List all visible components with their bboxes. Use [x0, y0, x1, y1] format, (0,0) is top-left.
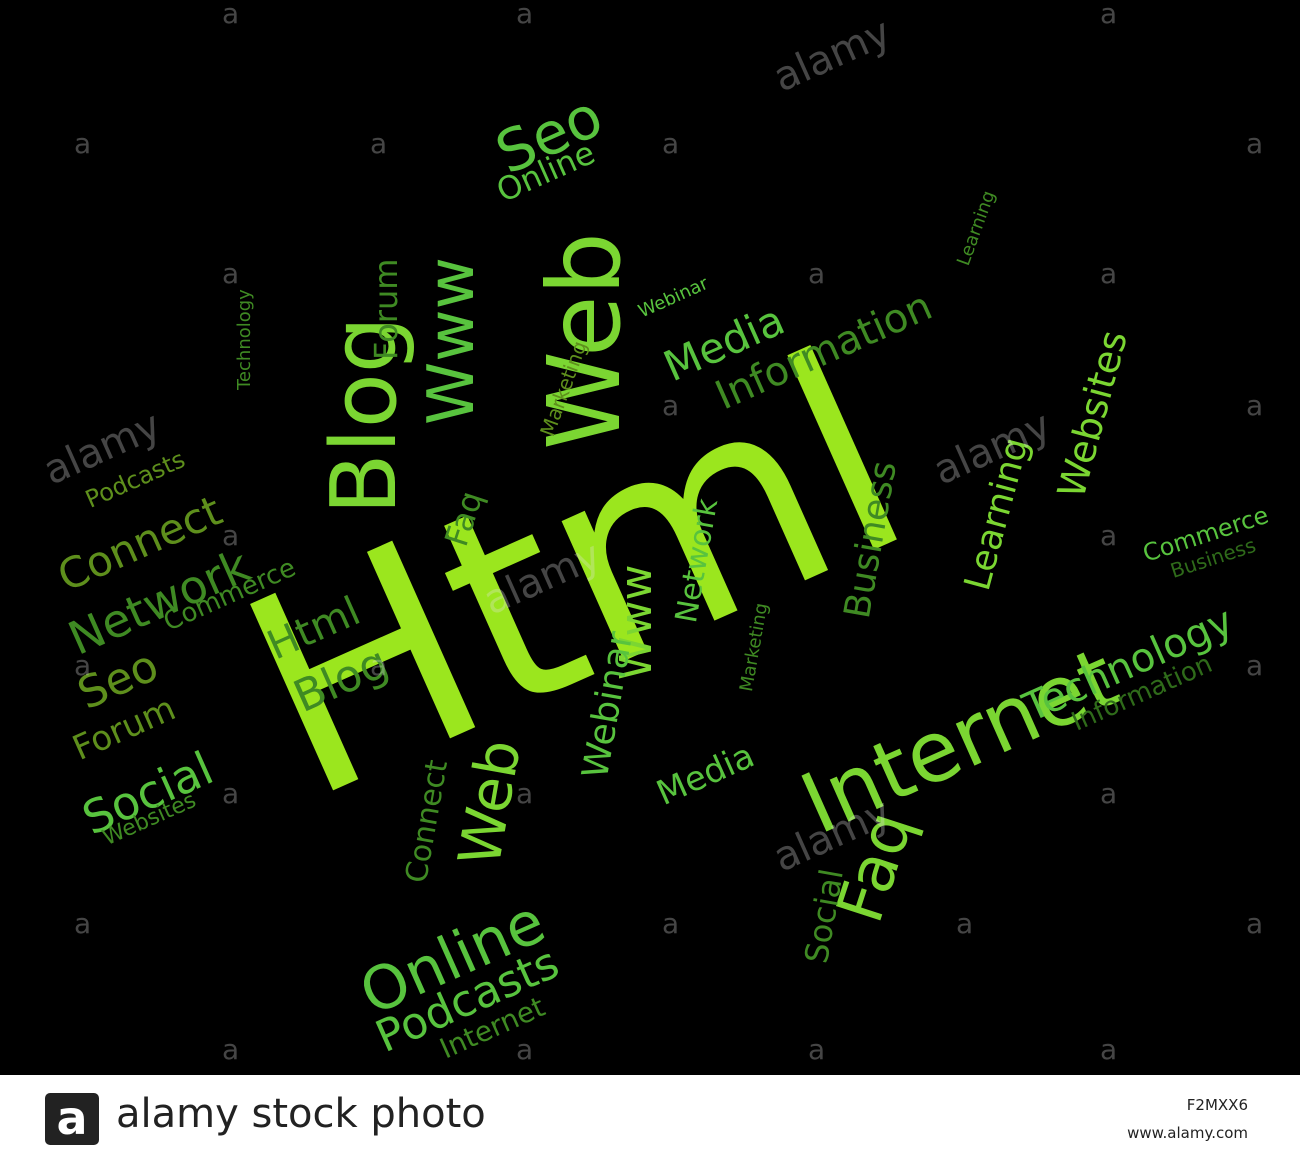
watermark-logo-icon: a	[1100, 257, 1118, 290]
watermark-logo-icon: a	[662, 907, 680, 940]
watermark-logo-icon: a	[74, 907, 92, 940]
alamy-logo-icon: a	[45, 1093, 99, 1145]
watermark-logo-icon: a	[516, 1033, 534, 1066]
word-media-bottom: Media	[650, 735, 761, 814]
watermark-word: alamy	[766, 9, 898, 102]
watermark-logo-icon: a	[516, 777, 534, 810]
watermark-logo-icon: a	[222, 1033, 240, 1066]
alamy-logo-letter: a	[56, 1091, 88, 1145]
word-learning-top: Learning	[953, 187, 1000, 269]
watermark-logo-icon: a	[1100, 0, 1118, 30]
watermark-logo-icon: a	[662, 389, 680, 422]
watermark-logo-icon: a	[808, 257, 826, 290]
watermark-logo-icon: a	[956, 907, 974, 940]
watermark-logo-icon: a	[1100, 1033, 1118, 1066]
watermark-logo-icon: a	[1246, 389, 1264, 422]
watermark-logo-icon: a	[74, 127, 92, 160]
image-id: F2MXX6	[1186, 1096, 1248, 1114]
site-url: www.alamy.com	[1127, 1124, 1248, 1142]
watermark-logo-icon: a	[74, 649, 92, 682]
footer-bar	[0, 1075, 1300, 1164]
watermark-logo-icon: a	[222, 777, 240, 810]
watermark-logo-icon: a	[1246, 649, 1264, 682]
watermark-logo-icon: a	[1100, 519, 1118, 552]
watermark-logo-icon: a	[1246, 127, 1264, 160]
word-cloud-image: Html Internet Web Blog Www Seo Online Fo…	[36, 0, 1272, 1066]
watermark-logo-icon: a	[1100, 777, 1118, 810]
word-websites-right: Websites	[1049, 325, 1136, 503]
watermark-logo-icon: a	[222, 257, 240, 290]
watermark-logo-icon: a	[222, 519, 240, 552]
watermark-logo-icon: a	[808, 1033, 826, 1066]
watermark-logo-icon: a	[370, 649, 388, 682]
watermark-logo-icon: a	[516, 0, 534, 30]
watermark-logo-icon: a	[1246, 907, 1264, 940]
watermark-logo-icon: a	[370, 127, 388, 160]
word-forum-vertical: Forum	[367, 258, 405, 360]
word-webinar-small: Webinar	[635, 273, 712, 323]
word-technology-vertical: Technology	[234, 289, 255, 390]
word-social-vertical: Social	[797, 866, 851, 967]
word-www: Www	[415, 257, 489, 425]
brand-text: alamy stock photo	[116, 1091, 486, 1137]
watermark-logo-icon: a	[222, 0, 240, 30]
watermark-logo-icon: a	[662, 127, 680, 160]
